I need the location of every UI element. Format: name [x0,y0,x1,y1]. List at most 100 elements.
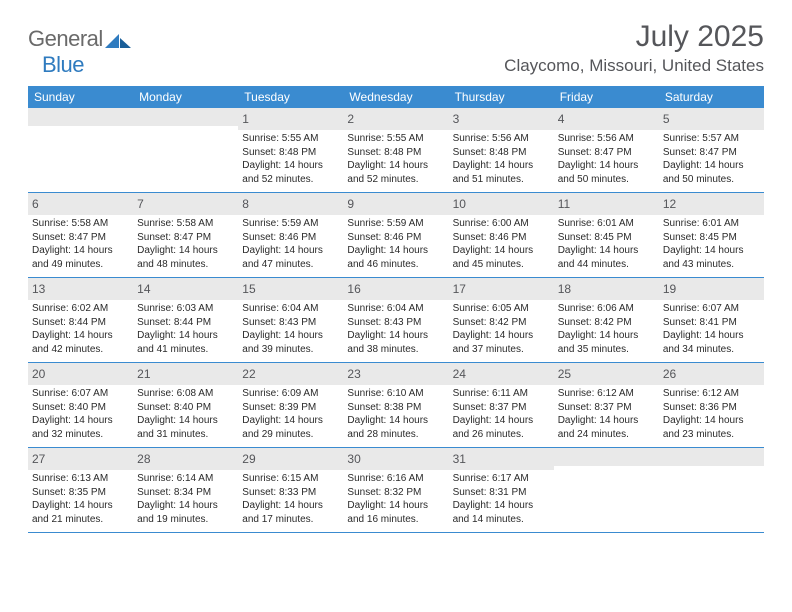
sunset-line: Sunset: 8:46 PM [453,231,550,245]
sunset-line: Sunset: 8:41 PM [663,316,760,330]
sunset-line: Sunset: 8:48 PM [453,146,550,160]
day-number: 27 [32,452,45,466]
day-number: 1 [242,112,249,126]
daylight-line: Daylight: 14 hours and 14 minutes. [453,499,550,526]
day-details [558,468,655,516]
day-details: Sunrise: 6:17 AMSunset: 8:31 PMDaylight:… [453,472,550,526]
sunset-line: Sunset: 8:38 PM [347,401,444,415]
calendar-day-cell: 2 Sunrise: 5:55 AMSunset: 8:48 PMDaylight… [343,108,448,192]
calendar-day-cell: 3Sunrise: 5:56 AMSunset: 8:48 PMDaylight… [449,108,554,192]
sunset-line: Sunset: 8:40 PM [32,401,129,415]
day-details: Sunrise: 5:55 AMSunset: 8:48 PMDaylight:… [242,132,339,186]
sunrise-line: Sunrise: 6:04 AM [242,302,339,316]
sunrise-line: Sunrise: 5:56 AM [558,132,655,146]
sunrise-line: Sunrise: 5:58 AM [137,217,234,231]
day-number-strip: 29 [238,448,343,470]
sunset-line: Sunset: 8:47 PM [137,231,234,245]
daylight-line: Daylight: 14 hours and 38 minutes. [347,329,444,356]
day-number-strip: 14 [133,278,238,300]
day-number-strip: 31 [449,448,554,470]
sunrise-line: Sunrise: 6:17 AM [453,472,550,486]
sunset-line: Sunset: 8:48 PM [242,146,339,160]
day-number: 15 [242,282,255,296]
header: General Blue July 2025 Claycomo, Missour… [28,20,764,78]
calendar-header-cell: Monday [133,86,238,108]
logo: General Blue [28,20,131,78]
day-number: 10 [453,197,466,211]
day-number: 28 [137,452,150,466]
sunset-line: Sunset: 8:45 PM [558,231,655,245]
day-details: Sunrise: 5:59 AMSunset: 8:46 PMDaylight:… [347,217,444,271]
location-subtitle: Claycomo, Missouri, United States [504,56,764,76]
sunrise-line: Sunrise: 6:00 AM [453,217,550,231]
sunset-line: Sunset: 8:43 PM [242,316,339,330]
daylight-line: Daylight: 14 hours and 28 minutes. [347,414,444,441]
sunrise-line: Sunrise: 6:01 AM [558,217,655,231]
daylight-line: Daylight: 14 hours and 47 minutes. [242,244,339,271]
day-number-strip: 17 [449,278,554,300]
calendar-day-cell: 5Sunrise: 5:57 AMSunset: 8:47 PMDaylight… [659,108,764,192]
daylight-line: Daylight: 14 hours and 29 minutes. [242,414,339,441]
day-details: Sunrise: 6:16 AMSunset: 8:32 PMDaylight:… [347,472,444,526]
calendar-day-cell: 30Sunrise: 6:16 AMSunset: 8:32 PMDayligh… [343,448,448,532]
sunset-line: Sunset: 8:36 PM [663,401,760,415]
day-number-strip [28,108,133,126]
day-number-strip: 30 [343,448,448,470]
day-number: 5 [663,112,670,126]
sunset-line: Sunset: 8:47 PM [558,146,655,160]
sunrise-line: Sunrise: 5:57 AM [663,132,760,146]
calendar-day-cell: 31Sunrise: 6:17 AMSunset: 8:31 PMDayligh… [449,448,554,532]
calendar-day-cell: 21Sunrise: 6:08 AMSunset: 8:40 PMDayligh… [133,363,238,447]
sunrise-line: Sunrise: 6:07 AM [663,302,760,316]
day-number-strip: 28 [133,448,238,470]
calendar-day-cell: 18Sunrise: 6:06 AMSunset: 8:42 PMDayligh… [554,278,659,362]
sunset-line: Sunset: 8:42 PM [558,316,655,330]
sunrise-line: Sunrise: 6:02 AM [32,302,129,316]
daylight-line: Daylight: 14 hours and 50 minutes. [558,159,655,186]
sunrise-line: Sunrise: 5:59 AM [242,217,339,231]
day-number: 11 [558,197,570,211]
day-number-strip: 4 [554,108,659,130]
daylight-line: Daylight: 14 hours and 23 minutes. [663,414,760,441]
day-details: Sunrise: 6:05 AMSunset: 8:42 PMDaylight:… [453,302,550,356]
day-details: Sunrise: 5:56 AMSunset: 8:47 PMDaylight:… [558,132,655,186]
sunrise-line: Sunrise: 6:12 AM [558,387,655,401]
calendar-week-row: 27Sunrise: 6:13 AMSunset: 8:35 PMDayligh… [28,448,764,533]
day-number-strip: 11 [554,193,659,215]
daylight-line: Daylight: 14 hours and 19 minutes. [137,499,234,526]
day-number: 25 [558,367,571,381]
day-number-strip [554,448,659,466]
day-number: 6 [32,197,39,211]
daylight-line: Daylight: 14 hours and 31 minutes. [137,414,234,441]
page-title: July 2025 [504,20,764,54]
day-number: 24 [453,367,466,381]
day-details: Sunrise: 5:55 AMSunset: 8:48 PMDaylight:… [347,132,444,186]
sunrise-line: Sunrise: 6:15 AM [242,472,339,486]
sunset-line: Sunset: 8:47 PM [32,231,129,245]
day-details: Sunrise: 6:15 AMSunset: 8:33 PMDaylight:… [242,472,339,526]
daylight-line: Daylight: 14 hours and 32 minutes. [32,414,129,441]
day-number-strip: 22 [238,363,343,385]
day-number: 2 [347,112,354,126]
sunset-line: Sunset: 8:45 PM [663,231,760,245]
calendar-day-cell: 16Sunrise: 6:04 AMSunset: 8:43 PMDayligh… [343,278,448,362]
day-number-strip: 1 [238,108,343,130]
day-number-strip: 20 [28,363,133,385]
title-block: July 2025 Claycomo, Missouri, United Sta… [504,20,764,76]
day-details [32,128,129,176]
day-number: 14 [137,282,150,296]
day-details: Sunrise: 6:14 AMSunset: 8:34 PMDaylight:… [137,472,234,526]
daylight-line: Daylight: 14 hours and 39 minutes. [242,329,339,356]
day-details: Sunrise: 5:58 AMSunset: 8:47 PMDaylight:… [137,217,234,271]
day-details: Sunrise: 6:04 AMSunset: 8:43 PMDaylight:… [242,302,339,356]
sunrise-line: Sunrise: 6:06 AM [558,302,655,316]
sunset-line: Sunset: 8:48 PM [347,146,444,160]
daylight-line: Daylight: 14 hours and 44 minutes. [558,244,655,271]
daylight-line: Daylight: 14 hours and 52 minutes. [242,159,339,186]
day-details: Sunrise: 6:02 AMSunset: 8:44 PMDaylight:… [32,302,129,356]
calendar-header-cell: Friday [554,86,659,108]
day-details: Sunrise: 5:58 AMSunset: 8:47 PMDaylight:… [32,217,129,271]
day-number: 3 [453,112,460,126]
day-number: 9 [347,197,354,211]
daylight-line: Daylight: 14 hours and 52 minutes. [347,159,444,186]
